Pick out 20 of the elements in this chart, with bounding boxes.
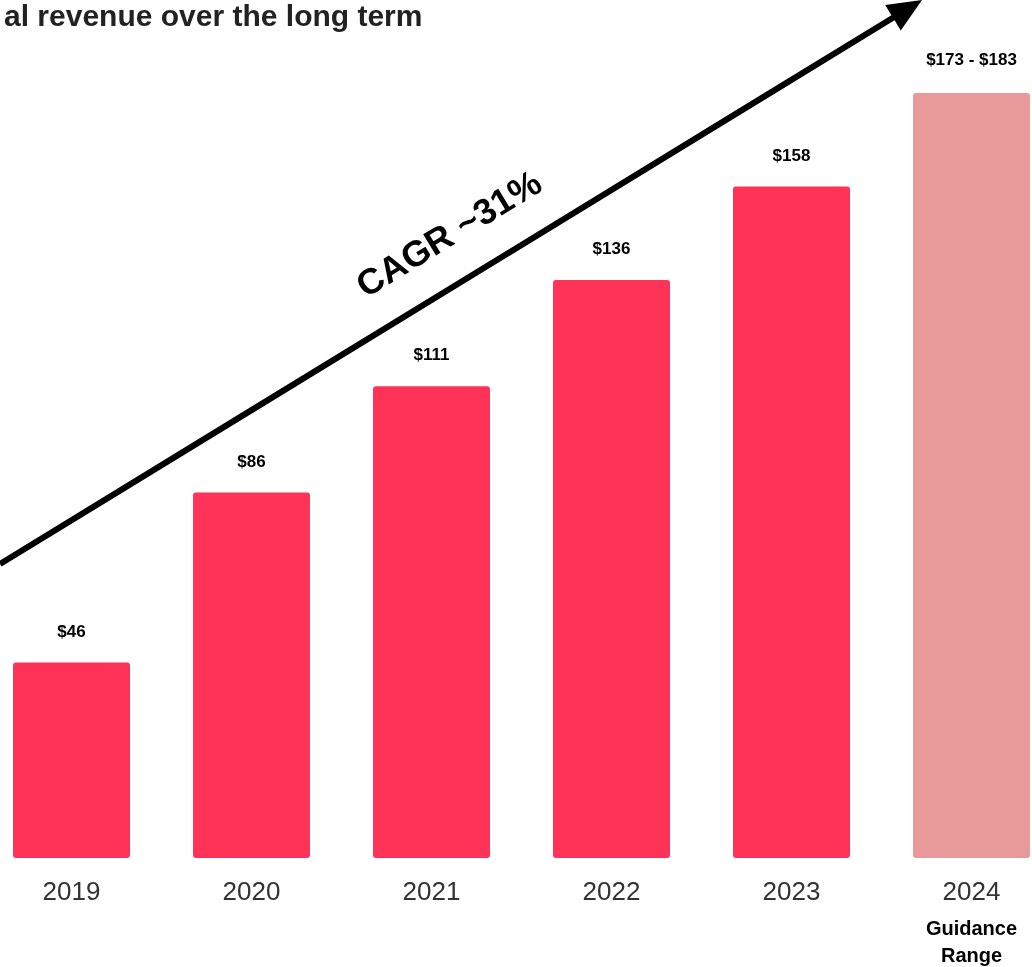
x-tick-label: 2021 [402, 876, 461, 906]
chart-title: al revenue over the long term [4, 0, 423, 32]
bar [733, 186, 850, 858]
x-tick-label: 2022 [582, 876, 641, 906]
bar [913, 93, 1030, 858]
data-label: $158 [772, 145, 811, 165]
data-label: $46 [57, 621, 86, 641]
bar [553, 280, 670, 858]
bar [373, 386, 490, 858]
x-tick-label: 2019 [42, 876, 101, 906]
text: Guidance Range [925, 917, 1018, 966]
x-tick-label: 2020 [222, 876, 281, 906]
data-label: $136 [592, 239, 631, 258]
x-tick-label: 2024 [942, 876, 1001, 906]
data-label: $86 [237, 451, 266, 471]
bar [193, 492, 310, 858]
data-label: $111 [413, 345, 450, 365]
annotation: $173 - $183 [926, 50, 1017, 69]
x-tick-label: 2023 [762, 876, 821, 906]
bar [13, 662, 130, 858]
